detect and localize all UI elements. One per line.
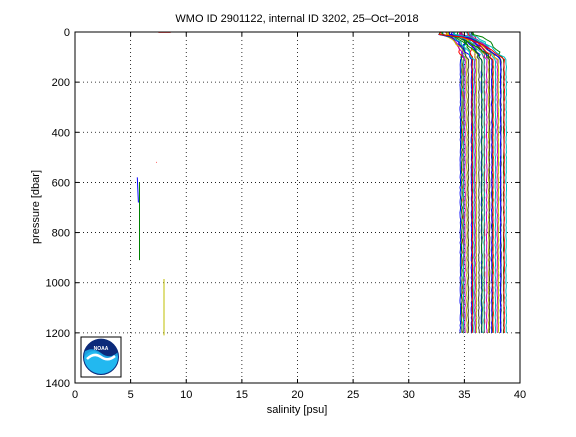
profile-line [459, 31, 473, 333]
y-tick-label: 200 [52, 77, 70, 89]
svg-text:NOAA: NOAA [94, 346, 109, 352]
profile-line [452, 31, 491, 333]
profile-line [461, 31, 480, 333]
x-axis-title: salinity [psu] [267, 404, 328, 416]
y-tick-label: 0 [64, 27, 70, 39]
x-tick-label: 15 [236, 389, 248, 401]
profile-line [448, 31, 502, 333]
profile-line [445, 31, 490, 333]
profile-line [438, 31, 506, 333]
y-tick-label: 800 [52, 228, 70, 240]
profile-line [468, 31, 476, 333]
profile-line [438, 31, 473, 333]
profile-line [447, 31, 500, 333]
profile-line [459, 31, 494, 333]
y-axis-title: pressure [dbar] [30, 170, 42, 244]
x-tick-label: 5 [128, 389, 134, 401]
profile-line [441, 31, 483, 333]
stray-segment [136, 177, 139, 203]
profile-line [467, 31, 474, 334]
x-tick-label: 10 [180, 389, 192, 401]
y-tick-label: 400 [52, 127, 70, 139]
chart-title: WMO ID 2901122, internal ID 3202, 25–Oct… [175, 13, 418, 25]
profile-line [460, 31, 499, 333]
x-tick-label: 30 [403, 389, 415, 401]
noaa-logo-icon: NOAA [80, 336, 122, 378]
profile-line [452, 31, 508, 333]
profile-line [458, 31, 488, 333]
y-tick-label: 600 [52, 177, 70, 189]
profile-line [460, 31, 478, 333]
profile-line [441, 31, 468, 333]
profile-line [460, 31, 475, 333]
profile-line [442, 31, 475, 333]
profile-line [453, 31, 486, 333]
ticks: 0 5 10 15 20 25 30 35 40020040060080010001200140… [46, 27, 527, 401]
x-tick-label: 20 [291, 389, 303, 401]
profile-line [450, 31, 493, 333]
y-tick-label: 1400 [46, 378, 70, 390]
y-tick-label: 1000 [46, 278, 70, 290]
profile-line [461, 31, 469, 333]
data-layer [136, 31, 508, 336]
profile-line [447, 31, 470, 333]
x-tick-label: 25 [347, 389, 359, 401]
x-tick-label: 0 [72, 389, 78, 401]
y-tick-label: 1200 [46, 328, 70, 340]
x-tick-label: 40 [514, 389, 526, 401]
profile-line [469, 31, 497, 333]
profile-line [441, 31, 466, 333]
x-tick-label: 35 [458, 389, 470, 401]
